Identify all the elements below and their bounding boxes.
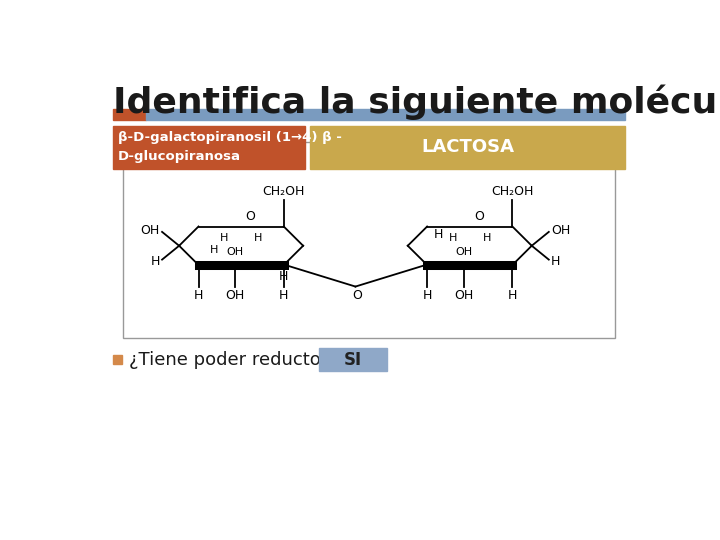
Text: H: H <box>449 233 457 243</box>
Text: O: O <box>246 211 256 224</box>
Text: OH: OH <box>225 289 245 302</box>
Text: OH: OH <box>226 247 243 257</box>
Text: H: H <box>434 228 444 241</box>
Text: H: H <box>508 289 517 302</box>
Text: H: H <box>551 255 560 268</box>
Text: β-D-galactopiranosil (1→4) β -
D-glucopiranosa: β-D-galactopiranosil (1→4) β - D-glucopi… <box>118 131 342 163</box>
Text: CH₂OH: CH₂OH <box>491 185 534 198</box>
Text: ¿Tiene poder reductor?: ¿Tiene poder reductor? <box>129 350 338 369</box>
Text: O: O <box>474 211 484 224</box>
Bar <box>319 348 387 372</box>
Text: OH: OH <box>551 224 570 237</box>
Text: H: H <box>482 233 491 243</box>
Text: Identifica la siguiente molécula: Identifica la siguiente molécula <box>113 84 720 119</box>
Text: H: H <box>210 245 218 254</box>
Text: OH: OH <box>140 224 160 237</box>
Text: H: H <box>220 233 228 243</box>
Bar <box>113 126 305 168</box>
Text: OH: OH <box>455 247 472 257</box>
Bar <box>310 126 625 168</box>
Text: H: H <box>254 233 262 243</box>
Text: CH₂OH: CH₂OH <box>263 185 305 198</box>
Text: H: H <box>150 255 160 268</box>
Text: H: H <box>279 289 289 302</box>
Bar <box>145 110 625 120</box>
Text: H: H <box>279 269 289 282</box>
Text: LACTOSA: LACTOSA <box>421 138 514 156</box>
Bar <box>122 142 616 338</box>
Text: H: H <box>423 289 432 302</box>
Text: SI: SI <box>343 350 361 369</box>
Text: OH: OH <box>454 289 473 302</box>
Bar <box>113 110 145 120</box>
Text: H: H <box>194 289 203 302</box>
Bar <box>113 355 122 363</box>
Text: O: O <box>352 289 362 302</box>
